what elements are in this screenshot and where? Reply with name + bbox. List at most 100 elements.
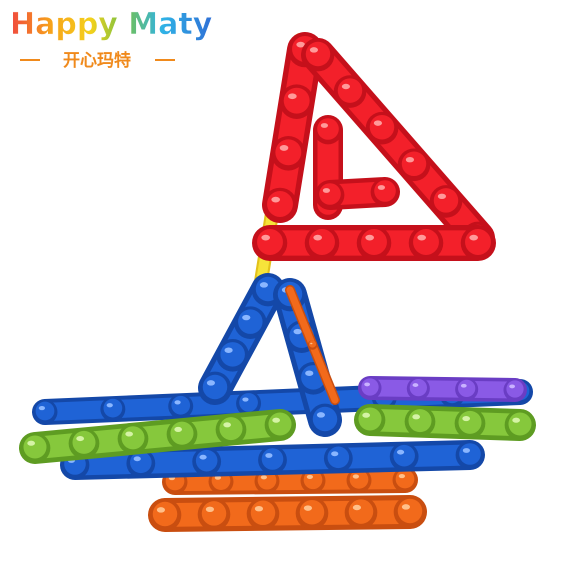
toy-peg-shine — [377, 185, 385, 190]
toy-peg-shine — [437, 193, 447, 200]
toy-peg-top — [465, 229, 491, 255]
toy-peg-top — [393, 444, 415, 467]
toy-peg-top — [72, 430, 96, 454]
toy-peg-top — [283, 87, 310, 114]
sailboat-toy — [19, 32, 536, 532]
toy-peg-shine — [462, 448, 470, 453]
toy-peg-top — [219, 417, 243, 441]
toy-peg-top — [238, 309, 263, 334]
toy-peg-shine — [27, 440, 35, 446]
toy-peg-top — [267, 191, 293, 217]
toy-peg-shine — [310, 342, 313, 345]
brand-name: Happy Maty — [10, 7, 213, 42]
toy-peg-shine — [125, 431, 133, 437]
toy-peg-shine — [261, 234, 270, 241]
toy-peg-top — [327, 446, 350, 469]
toy-peg-shine — [38, 406, 45, 411]
toy-peg-top — [239, 393, 258, 412]
toy-peg-top — [395, 469, 415, 489]
toy-peg-shine — [259, 282, 269, 288]
toy-peg-top — [459, 443, 481, 465]
toy-peg-shine — [106, 403, 113, 408]
toy-peg-top — [433, 188, 459, 213]
toy-peg-top — [268, 412, 292, 436]
toy-peg-top — [358, 407, 382, 431]
toy-peg-shine — [288, 93, 297, 100]
toy-peg-shine — [313, 234, 322, 241]
toy-peg-shine — [362, 412, 370, 418]
toy-peg-shine — [133, 456, 141, 462]
toy-peg-shine — [265, 453, 273, 458]
toy-peg-top — [305, 41, 331, 67]
toy-peg-shine — [331, 451, 339, 457]
toy-peg-shine — [373, 120, 383, 126]
toy-peg-top — [337, 78, 363, 103]
toy-peg-shine — [320, 123, 328, 128]
toy-peg-top — [319, 183, 341, 205]
toy-peg-top — [309, 229, 335, 255]
toy-peg-shine — [412, 414, 420, 420]
toy-peg-top — [312, 406, 338, 432]
toy-peg-top — [275, 139, 302, 166]
toy-peg-shine — [512, 417, 520, 423]
toy-peg-shine — [405, 156, 415, 163]
toy-peg-top — [369, 114, 395, 140]
toy-peg-shine — [224, 347, 233, 353]
toy-peg-top — [397, 498, 423, 524]
toy-peg-top — [408, 409, 432, 433]
toy-peg-shine — [398, 474, 405, 479]
toy-peg-top — [374, 180, 396, 202]
toy-peg-top — [401, 151, 427, 177]
toy-bar-highlight — [361, 379, 524, 399]
toy-bar-highlight — [358, 408, 532, 437]
toy-peg-top — [250, 500, 276, 526]
toy-peg-shine — [271, 196, 280, 203]
toy-peg-shine — [322, 188, 330, 193]
toy-peg-top — [201, 501, 227, 526]
toy-peg-top — [257, 229, 283, 255]
toy-peg-top — [299, 499, 325, 525]
toy-peg-top — [121, 426, 145, 450]
toy-peg-shine — [260, 475, 267, 480]
toy-peg-shine — [272, 417, 280, 423]
toy-peg-top — [308, 340, 317, 348]
toy-peg-shine — [352, 504, 362, 511]
toy-peg-shine — [293, 328, 302, 335]
toy-peg-shine — [242, 314, 251, 321]
brand-subtitle: 开心玛特 — [63, 50, 131, 71]
toy-peg-shine — [396, 449, 405, 455]
toy-peg-top — [23, 435, 47, 459]
toy-peg-shine — [401, 504, 411, 510]
toy-peg-shine — [199, 454, 207, 460]
toy-peg-top — [35, 401, 55, 421]
toy-peg-shine — [365, 234, 374, 241]
toy-peg-top — [361, 378, 379, 396]
toy-peg-shine — [205, 506, 214, 513]
toy-peg-shine — [462, 415, 470, 422]
toy-peg-shine — [296, 41, 305, 48]
toy-peg-shine — [417, 234, 426, 241]
toy-peg-shine — [174, 426, 182, 432]
toy-peg-top — [152, 501, 178, 527]
toy-peg-shine — [76, 436, 85, 442]
toy-peg-shine — [305, 370, 314, 376]
toy-peg-shine — [309, 47, 319, 53]
toy-peg-top — [348, 499, 374, 524]
toy-peg-top — [409, 379, 427, 397]
toy-peg-shine — [509, 384, 515, 389]
toy-peg-top — [361, 229, 387, 255]
toy-peg-shine — [316, 412, 326, 418]
toy-peg-shine — [254, 505, 263, 512]
toy-peg-shine — [364, 382, 370, 387]
toy-peg-shine — [341, 83, 351, 90]
toy-peg-shine — [279, 145, 289, 151]
toy-peg-top — [458, 410, 482, 434]
toy-peg-top — [413, 229, 439, 255]
toy-peg-top — [506, 380, 524, 398]
toy-peg-top — [171, 395, 191, 415]
toy-peg-top — [170, 421, 194, 445]
toy-peg-top — [220, 342, 245, 367]
toy-peg-shine — [156, 507, 165, 513]
